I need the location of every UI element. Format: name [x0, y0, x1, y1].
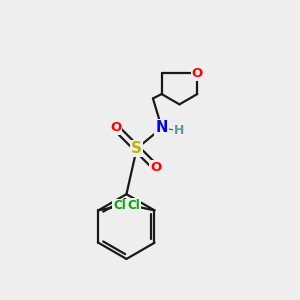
Text: N: N	[156, 120, 168, 135]
Text: O: O	[192, 67, 203, 80]
Text: S: S	[131, 141, 142, 156]
Text: Cl: Cl	[113, 200, 126, 212]
Text: Cl: Cl	[128, 200, 140, 212]
Text: O: O	[150, 161, 161, 174]
Text: O: O	[110, 121, 121, 134]
Text: H: H	[174, 124, 184, 137]
